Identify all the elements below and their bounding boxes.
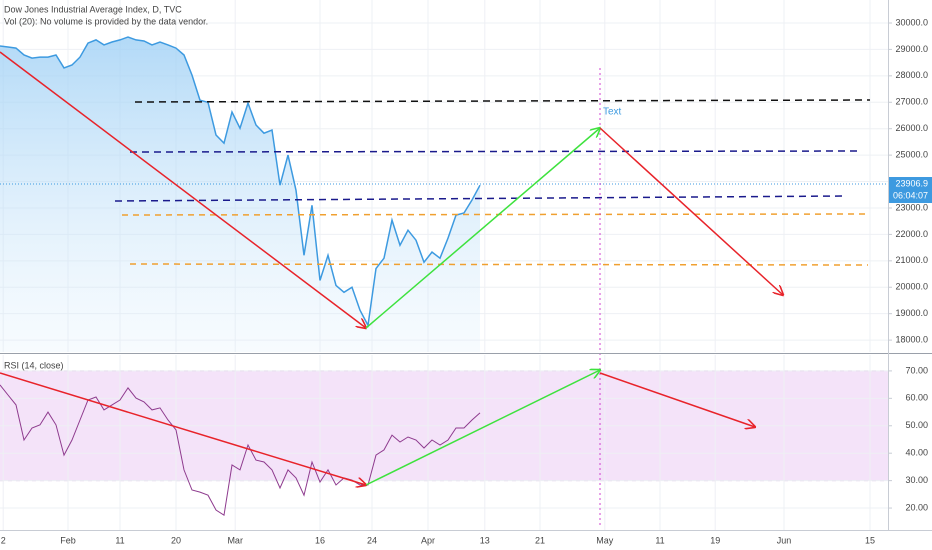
y-tick-label: 60.00	[905, 393, 928, 403]
series	[0, 36, 888, 517]
y-tick-label: 29000.0	[895, 44, 928, 54]
trend-arrow	[365, 370, 600, 486]
y-tick-label: 18000.0	[895, 334, 928, 344]
y-tick-label: 27000.0	[895, 97, 928, 107]
level-line	[134, 99, 871, 103]
y-tick-label: 26000.0	[895, 123, 928, 133]
area-fill	[0, 37, 480, 352]
x-tick-label: 11	[115, 535, 124, 545]
x-tick-label: 24	[367, 535, 377, 545]
y-tick-label: 20.00	[905, 502, 928, 512]
y-tick-label: 25000.0	[895, 149, 928, 159]
chart-title: Dow Jones Industrial Average Index, D, T…	[4, 4, 182, 14]
x-tick-label: 20	[171, 535, 181, 545]
level-line	[114, 195, 846, 202]
x-tick-label: 21	[535, 535, 545, 545]
trend-arrow	[0, 372, 366, 485]
x-tick-label: Feb	[60, 535, 76, 545]
trend-arrow	[599, 372, 755, 427]
rsi-line	[0, 384, 481, 517]
chart-subtitle: Vol (20): No volume is provided by the d…	[4, 16, 208, 26]
level-line	[129, 150, 863, 153]
y-tick-label: 30000.0	[895, 17, 928, 27]
y-tick-label: 23000.0	[895, 202, 928, 212]
y-tick-label: 22000.0	[895, 229, 928, 239]
x-tick-label: May	[596, 535, 614, 545]
y-tick-label: 70.00	[905, 365, 928, 375]
x-tick-label: 15	[865, 535, 875, 545]
y-tick-label: 30.00	[905, 475, 928, 485]
x-tick-label: Apr	[421, 535, 435, 545]
y-tick-label: 21000.0	[895, 255, 928, 265]
trend-arrow	[0, 51, 366, 328]
price-line	[0, 36, 481, 328]
last-value-box	[889, 177, 932, 204]
level-line	[121, 213, 871, 216]
level-line	[129, 263, 869, 266]
x-tick-label: Mar	[227, 535, 243, 545]
x-tick-label: 16	[315, 535, 325, 545]
x-tick-label: 19	[710, 535, 720, 545]
rsi-title: RSI (14, close)	[4, 360, 64, 370]
trend-arrow	[599, 127, 783, 295]
drawings	[0, 51, 871, 525]
last-value-label: 23906.9	[895, 178, 928, 188]
y-tick-label: 19000.0	[895, 308, 928, 318]
y-tick-label: 50.00	[905, 420, 928, 430]
x-tick-label: 11	[655, 535, 664, 545]
x-tick-label: Jun	[777, 535, 792, 545]
y-tick-label: 20000.0	[895, 282, 928, 292]
x-tick-label: 13	[480, 535, 490, 545]
y-tick-label: 40.00	[905, 448, 928, 458]
trend-arrow	[365, 128, 600, 329]
annotation: Text	[603, 107, 622, 118]
countdown: 06:04:07	[893, 190, 928, 200]
x-tick-label: 2	[1, 535, 6, 545]
y-tick-label: 28000.0	[895, 70, 928, 80]
